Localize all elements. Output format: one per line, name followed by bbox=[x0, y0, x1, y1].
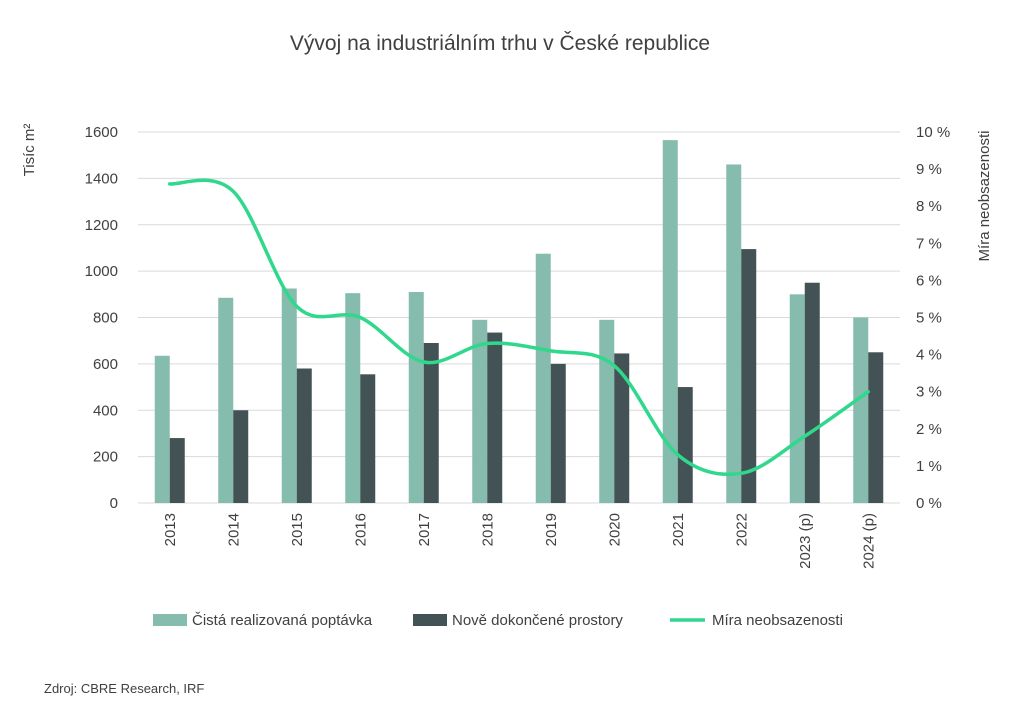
x-tick-label: 2015 bbox=[289, 513, 306, 546]
bar-demand bbox=[281, 288, 297, 503]
chart-title: Vývoj na industriálním trhu v České repu… bbox=[290, 32, 710, 55]
x-tick-label: 2023 (p) bbox=[797, 513, 814, 569]
y2-tick-label: 6 % bbox=[916, 272, 942, 289]
bar-demand bbox=[789, 294, 805, 503]
bar-demand bbox=[218, 297, 234, 503]
bar-demand bbox=[599, 319, 615, 503]
y2-tick-label: 2 % bbox=[916, 421, 942, 438]
bar-completions bbox=[677, 387, 693, 503]
bar-demand bbox=[345, 293, 361, 503]
bar-demand bbox=[726, 164, 742, 503]
x-tick-label: 2013 bbox=[162, 513, 179, 546]
x-tick-label: 2016 bbox=[352, 513, 369, 546]
bar-completions bbox=[550, 363, 566, 503]
bar-demand bbox=[535, 253, 551, 503]
y-axis-right: 0 % 1 % 2 % 3 % 4 % 5 % 6 % 7 % 8 % 9 % 10 % bbox=[916, 124, 950, 512]
y-tick-label: 1000 bbox=[85, 263, 118, 280]
vacancy-line bbox=[168, 178, 870, 477]
y2-tick-label: 7 % bbox=[916, 235, 942, 252]
vacancy-line-layer bbox=[168, 178, 870, 477]
bar-completions bbox=[233, 410, 249, 503]
y2-tick-label: 10 % bbox=[916, 124, 950, 141]
legend-label-demand: Čistá realizovaná poptávka bbox=[192, 612, 373, 629]
y-tick-label: 1600 bbox=[85, 124, 118, 141]
y2-tick-label: 1 % bbox=[916, 458, 942, 475]
bar-demand bbox=[154, 355, 170, 503]
bar-demand bbox=[662, 140, 678, 503]
x-tick-label: 2021 bbox=[670, 513, 687, 546]
bar-completions bbox=[423, 343, 439, 503]
bar-completions bbox=[868, 352, 884, 503]
legend-label-completions: Nově dokončené prostory bbox=[452, 612, 623, 629]
y-axis-title: Tisíc m² bbox=[21, 124, 38, 177]
x-tick-label: 2019 bbox=[543, 513, 560, 546]
y2-tick-label: 8 % bbox=[916, 198, 942, 215]
x-tick-label: 2020 bbox=[606, 513, 623, 546]
x-tick-label: 2022 bbox=[733, 513, 750, 546]
bar-completions bbox=[614, 353, 630, 503]
legend-label-vacancy: Míra neobsazenosti bbox=[712, 612, 843, 629]
y2-tick-label: 5 % bbox=[916, 310, 942, 327]
grid bbox=[138, 131, 900, 504]
y-tick-label: 1400 bbox=[85, 170, 118, 187]
y2-tick-label: 3 % bbox=[916, 384, 942, 401]
x-axis: 2013 2014 2015 2016 2017 2018 2019 2020 2021 2022… bbox=[162, 513, 878, 569]
bar-completions bbox=[804, 282, 820, 503]
legend-swatch-completions bbox=[413, 614, 447, 626]
y-tick-label: 200 bbox=[93, 449, 118, 466]
y-tick-label: 1200 bbox=[85, 217, 118, 234]
y2-axis-title: Míra neobsazenosti bbox=[976, 131, 993, 262]
bar-completions bbox=[741, 249, 757, 503]
bar-completions bbox=[360, 374, 376, 503]
y-tick-label: 400 bbox=[93, 402, 118, 419]
y-axis-left: 0 200 400 600 800 1000 1200 1400 1600 bbox=[85, 124, 118, 512]
bar-demand bbox=[853, 317, 869, 503]
x-tick-label: 2024 (p) bbox=[860, 513, 877, 569]
y-tick-label: 600 bbox=[93, 356, 118, 373]
bar-demand bbox=[472, 319, 488, 503]
y2-tick-label: 4 % bbox=[916, 347, 942, 364]
y-tick-label: 800 bbox=[93, 310, 118, 327]
bars bbox=[154, 140, 884, 503]
y2-tick-label: 9 % bbox=[916, 161, 942, 178]
legend: Čistá realizovaná poptávka Nově dokončené… bbox=[153, 612, 843, 629]
bar-completions bbox=[487, 332, 503, 503]
x-tick-label: 2014 bbox=[225, 513, 242, 546]
legend-swatch-demand bbox=[153, 614, 187, 626]
y2-tick-label: 0 % bbox=[916, 495, 942, 512]
x-tick-label: 2017 bbox=[416, 513, 433, 546]
source-note: Zdroj: CBRE Research, IRF bbox=[44, 681, 205, 696]
bar-completions bbox=[296, 368, 312, 503]
bar-completions bbox=[169, 438, 185, 503]
bar-demand bbox=[408, 291, 424, 503]
y-tick-label: 0 bbox=[110, 495, 118, 512]
x-tick-label: 2018 bbox=[479, 513, 496, 546]
